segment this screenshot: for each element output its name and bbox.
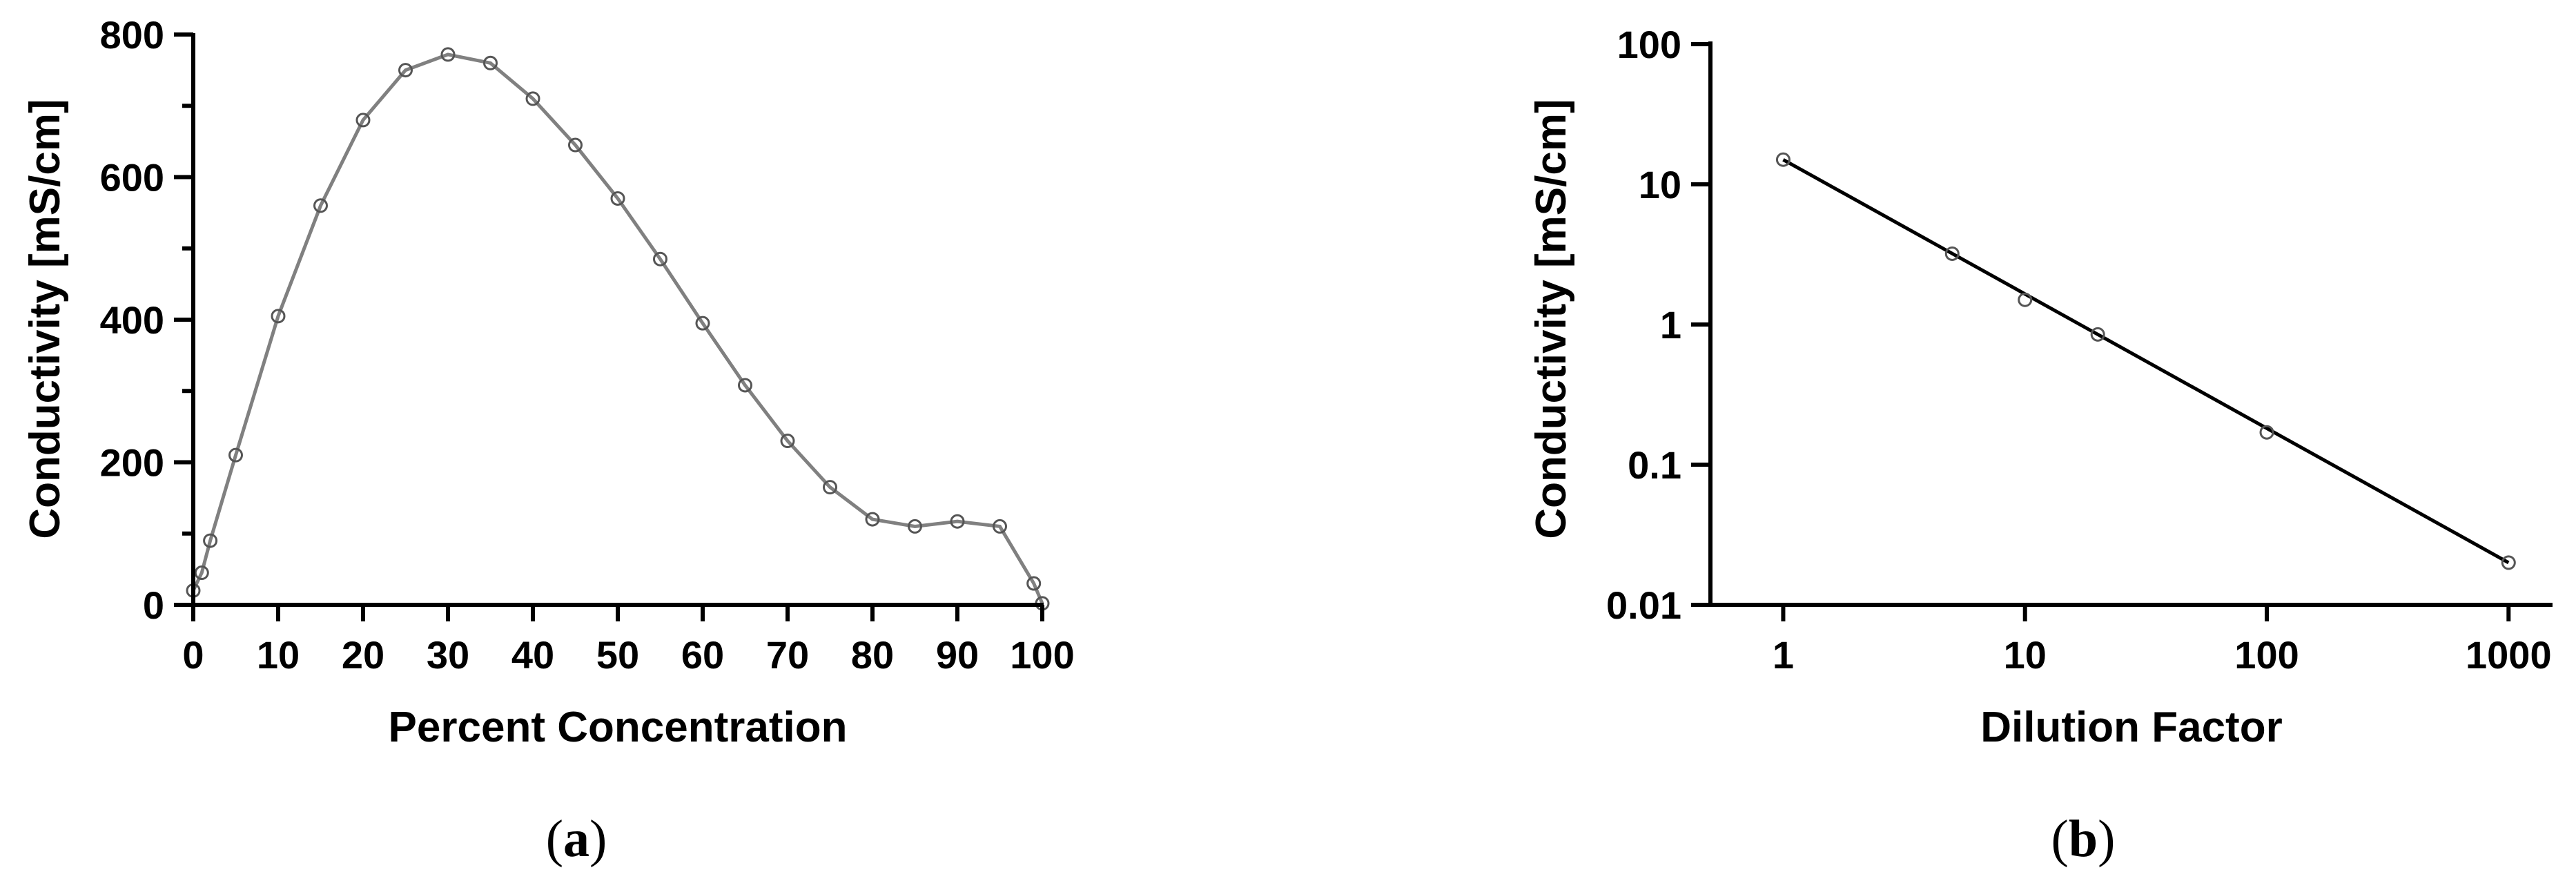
panel-b-data-point (1944, 246, 1960, 261)
panel-b-x-axis-title: Dilution Factor (1980, 704, 2282, 751)
panel-b-y-axis-title: Conductivity [mS/cm] (1528, 99, 1575, 539)
panel-b-label-letter: b (2069, 810, 2098, 868)
panel-a-x-tick-label: 20 (342, 633, 384, 677)
panel-b-y-ticks: 0.01 0.1 1 10 100 (1606, 23, 1710, 627)
panel-b-x-tick-label: 1 (1773, 633, 1794, 677)
panel-b-x-tick-label: 100 (2234, 633, 2299, 677)
panel-b-data-point (1775, 152, 1790, 167)
panel-a-data-point (653, 251, 667, 267)
panel-a-data-point (738, 378, 752, 393)
panel-a-x-ticks: 0 10 20 30 40 50 60 70 80 90 100 (182, 605, 1075, 677)
panel-a-y-axis-title: Conductivity [mS/cm] (21, 99, 69, 539)
panel-a-data-point (313, 198, 328, 213)
panel-a-data-point (525, 91, 540, 106)
panel-a-data-point (950, 514, 965, 529)
panel-a-x-tick-label: 10 (257, 633, 300, 677)
panel-b-series (1775, 152, 2516, 570)
panel-b-y-tick-label: 10 (1639, 163, 1681, 206)
panel-a-data-point (695, 316, 710, 331)
panel-a-data-point (203, 533, 218, 548)
panel-b-x-tick-label: 10 (2004, 633, 2047, 677)
panel-b-data-point (2501, 555, 2516, 570)
panel-a-y-tick-label: 0 (143, 583, 164, 627)
panel-b-data-point (2259, 425, 2274, 440)
panel-a-x-tick-label: 100 (1010, 633, 1074, 677)
panel-a-data-point (908, 519, 922, 534)
panel-a-data-point (355, 113, 371, 128)
panel-a-y-tick-label: 400 (100, 298, 164, 342)
panel-a-x-tick-label: 40 (511, 633, 554, 677)
panel-a-x-tick-label: 0 (182, 633, 204, 677)
panel-b-y-tick-label: 0.01 (1606, 583, 1681, 627)
panel-a-data-point (1026, 576, 1042, 591)
panel-a-x-tick-label: 30 (427, 633, 469, 677)
panel-b-y-tick-label: 1 (1660, 303, 1681, 347)
panel-b-x-tick-label: 1000 (2466, 633, 2552, 677)
panel-a-y-tick-label: 200 (100, 441, 164, 485)
panel-b-fit-line (1782, 158, 2510, 565)
panel-b-data-point (2090, 327, 2105, 342)
panel-b-y-tick-label: 0.1 (1628, 443, 1681, 487)
panel-a-x-tick-label: 80 (851, 633, 894, 677)
panel-a-data-point (865, 512, 880, 527)
panel-a-data-point (194, 565, 209, 581)
panel-b: 0.01 0.1 1 10 100 1 10 100 1000 Dilution Factor… (1528, 23, 2553, 868)
panel-a-data-point (993, 519, 1007, 534)
panel-a-data-point (271, 309, 286, 324)
panel-a-data-point (780, 434, 795, 449)
panel-a-label-letter: a (563, 810, 589, 868)
panel-a-data-point (823, 480, 837, 495)
panel-a-x-tick-label: 50 (596, 633, 639, 677)
panel-a-y-ticks: 0 200 400 600 800 (100, 13, 193, 627)
panel-a-x-tick-label: 90 (936, 633, 979, 677)
panel-b-data-point (2018, 292, 2033, 307)
panel-a-series (186, 47, 1050, 611)
panel-a-data-point (610, 191, 625, 206)
panel-a-y-tick-label: 800 (100, 13, 164, 57)
panel-a-data-point (483, 55, 498, 70)
panel-b-label: (b) (2051, 810, 2116, 868)
panel-a-x-tick-label: 70 (766, 633, 809, 677)
panel-a-data-point (440, 47, 456, 62)
panel-a-data-point (398, 63, 413, 78)
panel-b-y-tick-label: 100 (1617, 23, 1681, 66)
panel-a-x-axis-title: Percent Concentration (389, 704, 848, 751)
panel-a-data-point (568, 137, 583, 153)
panel-a-x-tick-label: 60 (681, 633, 724, 677)
panel-a: 0 200 400 600 800 0 10 20 30 40 50 60 70 80 90 100 Per… (21, 13, 1075, 868)
panel-a-y-tick-label: 600 (100, 156, 164, 200)
panel-a-label: (a) (546, 810, 607, 868)
panel-a-data-point (228, 447, 243, 463)
panel-b-x-ticks: 1 10 100 1000 (1773, 605, 2552, 677)
